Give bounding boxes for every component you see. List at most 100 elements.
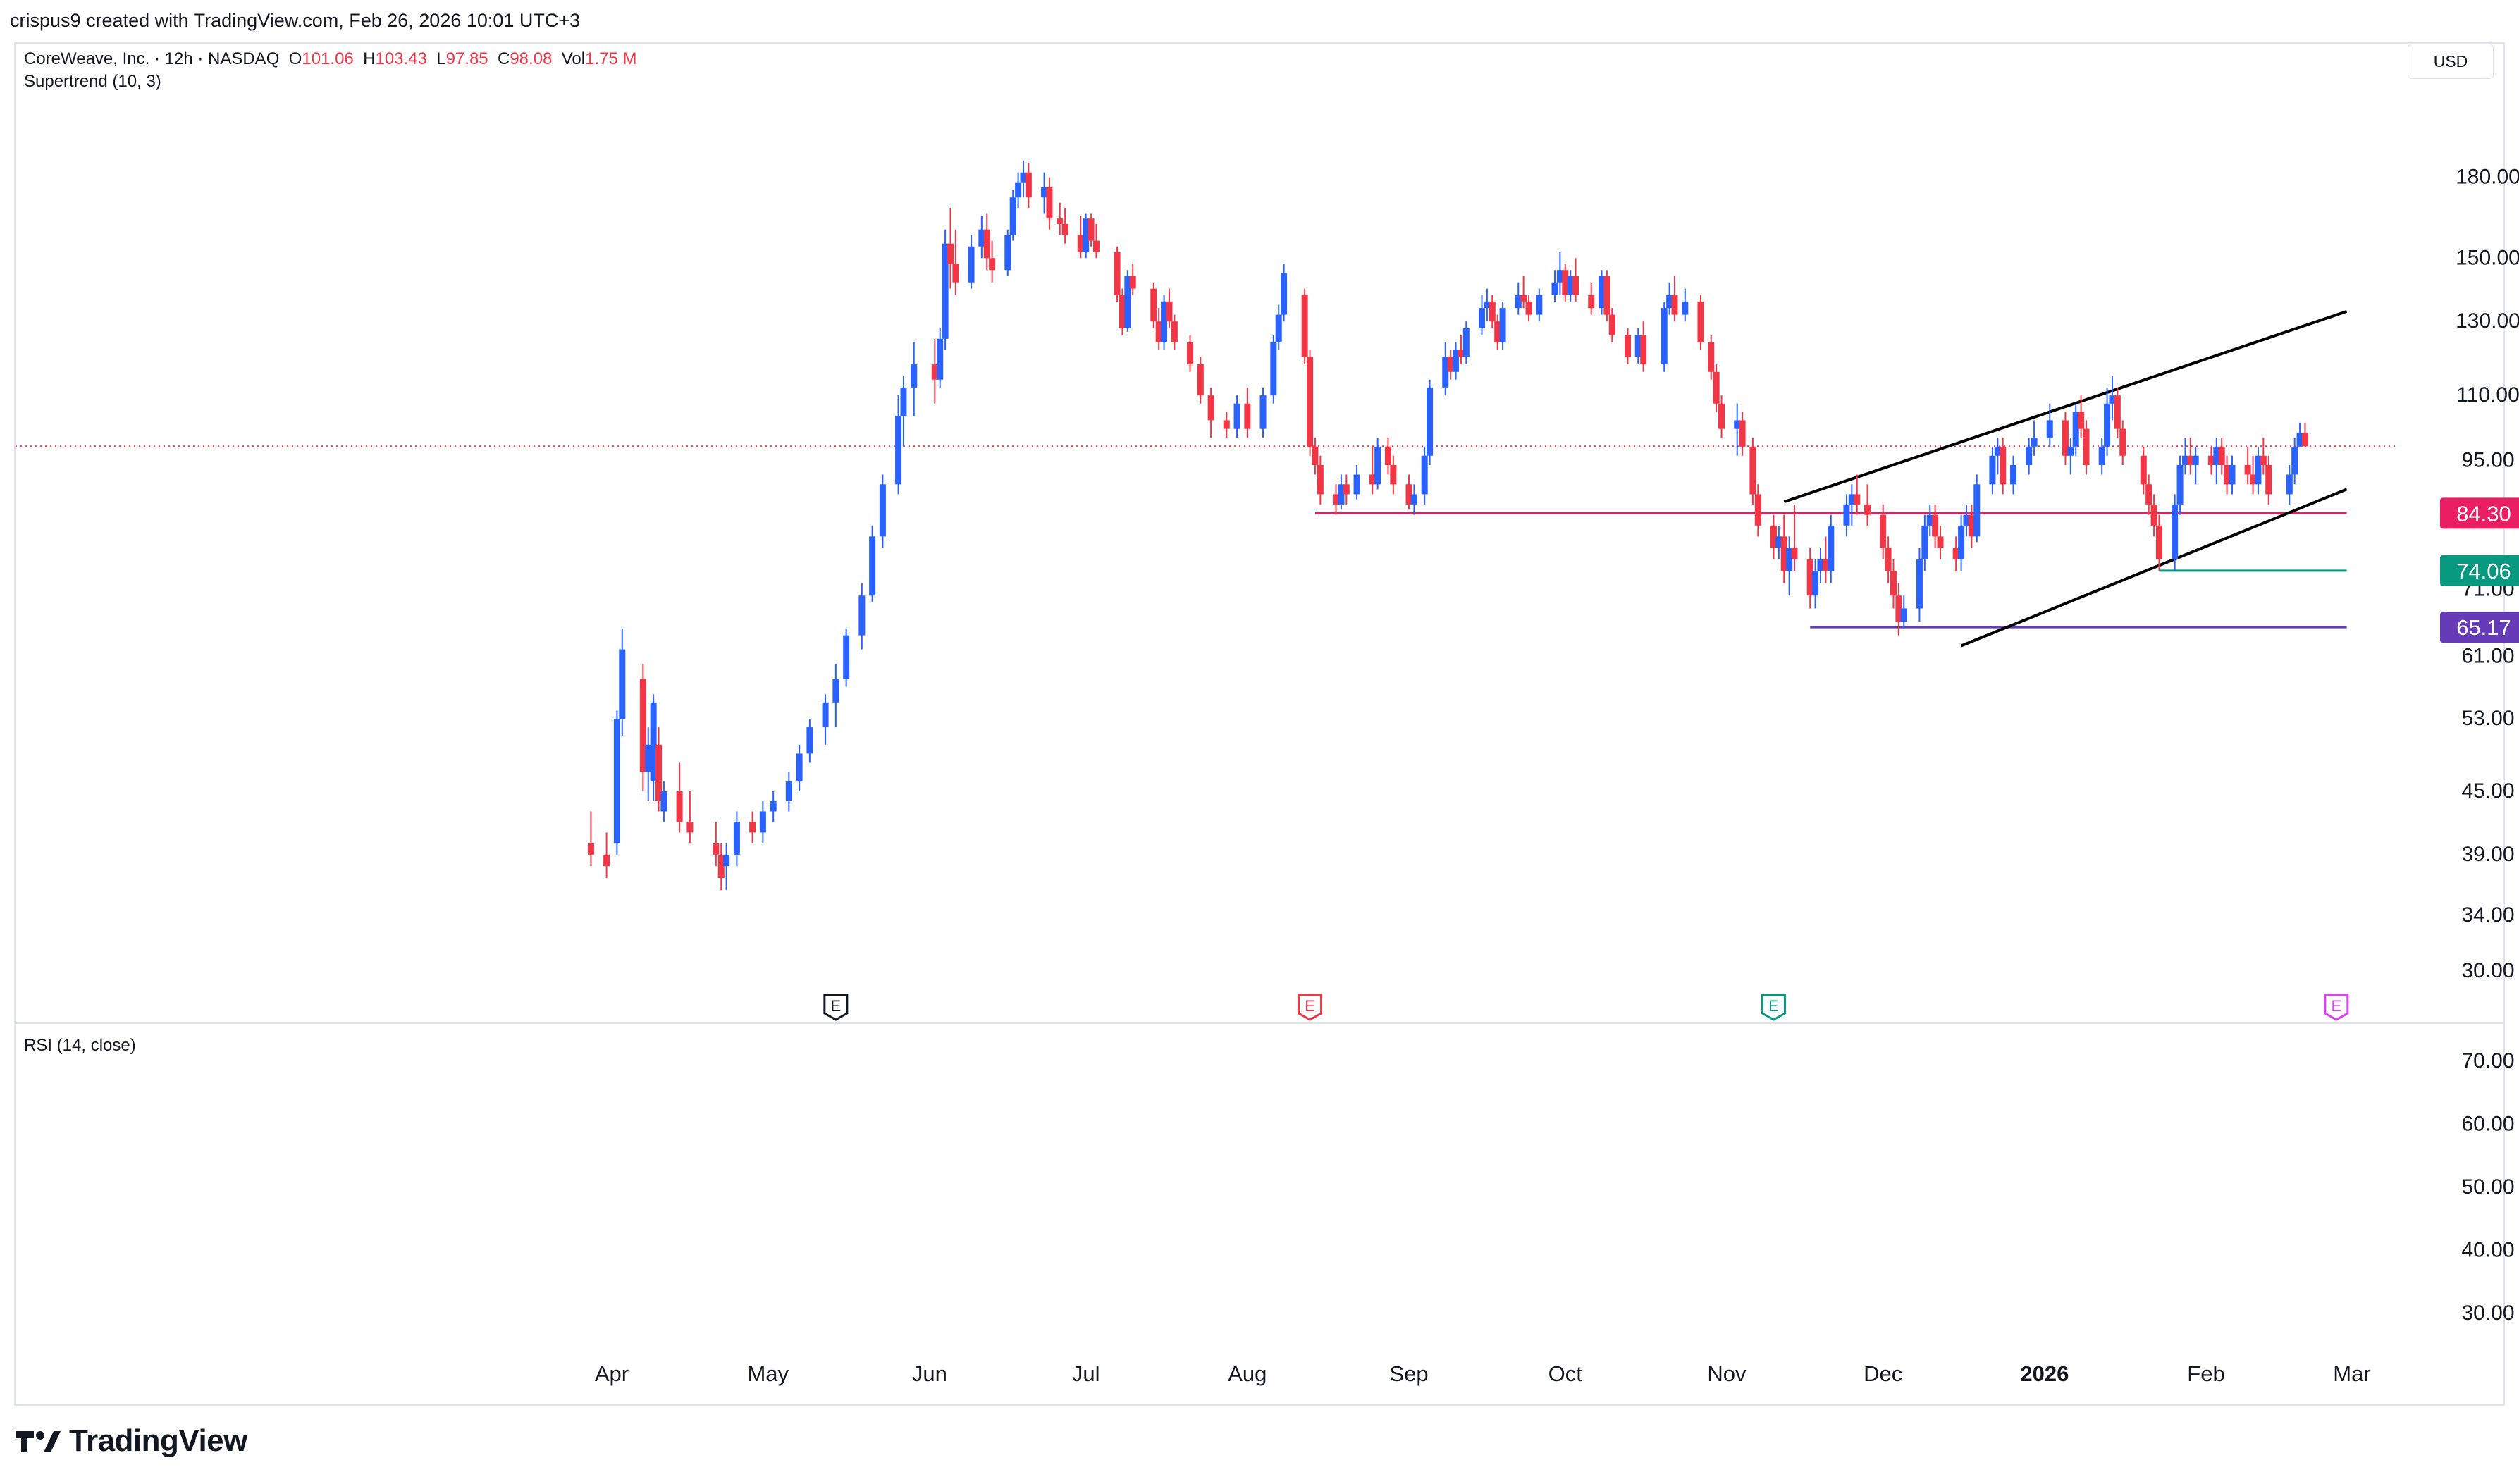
candle[interactable] (1453, 342, 1460, 380)
candle[interactable] (2207, 446, 2215, 475)
candle[interactable] (1260, 387, 1267, 438)
candle[interactable] (2000, 438, 2007, 495)
candle[interactable] (1088, 213, 1095, 247)
candle[interactable] (1004, 229, 1011, 276)
candle[interactable] (1020, 160, 1027, 198)
candle[interactable] (1572, 258, 1579, 302)
candle[interactable] (1083, 213, 1090, 259)
candle[interactable] (1499, 301, 1506, 350)
candle[interactable] (931, 338, 938, 404)
candle[interactable] (1207, 387, 1214, 438)
candle[interactable] (1166, 288, 1173, 328)
candle[interactable] (2286, 464, 2293, 505)
candle[interactable] (1828, 514, 1835, 583)
candle[interactable] (2150, 494, 2157, 537)
candle[interactable] (1718, 395, 1725, 438)
candle[interactable] (1442, 342, 1449, 396)
candle[interactable] (1634, 328, 1642, 365)
candle[interactable] (1994, 438, 2001, 475)
candle[interactable] (1187, 335, 1194, 372)
candle[interactable] (1233, 395, 1240, 438)
candle[interactable] (713, 822, 720, 867)
candle[interactable] (749, 811, 756, 843)
candle[interactable] (1713, 364, 1720, 412)
candle[interactable] (869, 525, 876, 602)
candle[interactable] (676, 762, 683, 833)
candle[interactable] (1494, 314, 1501, 350)
candle[interactable] (1588, 282, 1595, 315)
candle[interactable] (2176, 455, 2184, 515)
candle[interactable] (1963, 504, 1970, 537)
candle[interactable] (1462, 321, 1470, 365)
candle[interactable] (1525, 295, 1532, 322)
candle[interactable] (1640, 321, 1647, 372)
candle[interactable] (900, 376, 907, 447)
candle[interactable] (843, 628, 850, 687)
candle[interactable] (2078, 395, 2085, 438)
candle[interactable] (1197, 357, 1204, 404)
candle[interactable] (2031, 420, 2038, 456)
candle[interactable] (2104, 387, 2111, 456)
candle[interactable] (937, 328, 944, 388)
candle[interactable] (2119, 420, 2126, 465)
candle[interactable] (1806, 548, 1813, 609)
candle[interactable] (1520, 276, 1527, 309)
candle[interactable] (1427, 379, 1434, 465)
candle[interactable] (1275, 304, 1282, 350)
candle[interactable] (1968, 504, 1975, 548)
candle[interactable] (2187, 438, 2194, 475)
candle[interactable] (2083, 420, 2090, 475)
candle[interactable] (1041, 172, 1048, 214)
candle[interactable] (1780, 514, 1787, 583)
candle[interactable] (796, 744, 803, 791)
candle[interactable] (686, 791, 694, 843)
candle[interactable] (1244, 387, 1251, 438)
candle[interactable] (1921, 514, 1928, 571)
candle[interactable] (1770, 514, 1777, 559)
candle[interactable] (2224, 455, 2231, 495)
candle[interactable] (1848, 484, 1855, 526)
candle[interactable] (1599, 270, 1606, 315)
candle[interactable] (1671, 276, 1678, 322)
candle[interactable] (1479, 295, 1485, 335)
trend-line[interactable] (1960, 488, 2348, 648)
candle[interactable] (587, 811, 594, 867)
candle[interactable] (1885, 536, 1892, 583)
candle[interactable] (655, 727, 663, 812)
candle[interactable] (619, 628, 626, 736)
candle[interactable] (2145, 474, 2152, 515)
candle[interactable] (2244, 446, 2251, 485)
candle[interactable] (1666, 282, 1673, 315)
candle[interactable] (1895, 583, 1902, 636)
candle[interactable] (1410, 484, 1417, 515)
candle[interactable] (603, 832, 610, 878)
candle[interactable] (989, 240, 996, 283)
candle[interactable] (1734, 403, 1741, 456)
candle[interactable] (858, 583, 866, 650)
candle[interactable] (1390, 455, 1397, 495)
earnings-marker[interactable]: E (2324, 994, 2349, 1021)
candle[interactable] (942, 229, 949, 350)
candle[interactable] (1536, 288, 1543, 322)
candle[interactable] (2260, 438, 2267, 475)
candle[interactable] (1708, 335, 1715, 380)
candle[interactable] (1749, 438, 1756, 505)
candle[interactable] (2114, 387, 2121, 438)
candle[interactable] (1682, 288, 1689, 322)
candle[interactable] (1864, 484, 1871, 526)
candle[interactable] (1952, 536, 1959, 571)
candle[interactable] (1061, 208, 1068, 244)
candle[interactable] (1822, 536, 1829, 583)
candle[interactable] (968, 235, 975, 289)
candle[interactable] (1958, 514, 1965, 571)
candle[interactable] (2010, 455, 2017, 495)
candle[interactable] (2067, 438, 2074, 475)
candle[interactable] (947, 208, 954, 289)
candle[interactable] (2265, 455, 2272, 505)
candle[interactable] (1161, 295, 1168, 350)
earnings-marker[interactable]: E (823, 994, 849, 1021)
candle[interactable] (1374, 438, 1381, 490)
candle[interactable] (1843, 494, 1850, 537)
rsi-indicator-label[interactable]: RSI (14, close) (24, 1036, 136, 1055)
candle[interactable] (1932, 504, 1939, 548)
